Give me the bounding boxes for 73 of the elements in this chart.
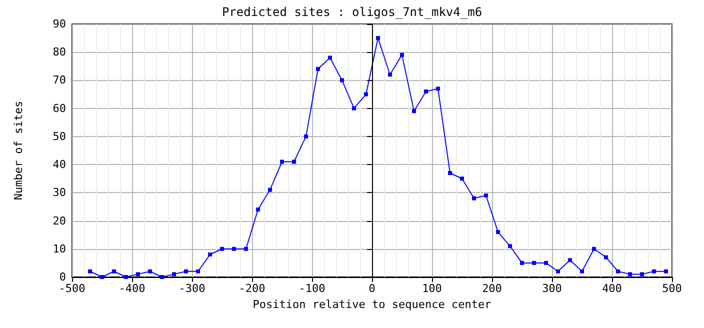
point: [112, 269, 116, 274]
y-tick-label: 40: [52, 158, 66, 172]
point: [280, 160, 284, 164]
y-tick-label: 10: [52, 242, 66, 256]
point: [316, 66, 320, 71]
point: [496, 230, 500, 234]
x-tick-label: -400: [118, 282, 146, 295]
y-tick-label: 30: [52, 186, 66, 200]
point: [640, 272, 644, 276]
point: [160, 275, 164, 279]
point: [508, 244, 512, 248]
point: [556, 269, 560, 274]
point: [136, 272, 140, 276]
point: [172, 272, 176, 276]
point: [424, 89, 428, 94]
point: [412, 109, 416, 114]
x-tick-label: -100: [298, 282, 326, 295]
point: [616, 269, 620, 274]
x-tick-label: -500: [58, 282, 86, 295]
point: [328, 56, 332, 60]
y-tick-label: 90: [52, 18, 66, 30]
point: [292, 160, 296, 164]
point: [376, 36, 380, 40]
y-tick-label: 60: [52, 102, 66, 115]
point: [604, 255, 608, 260]
point: [220, 246, 224, 251]
point: [448, 170, 452, 175]
point: [484, 193, 488, 198]
point: [100, 275, 104, 279]
point: [568, 258, 572, 262]
x-tick-label: 0: [368, 282, 376, 295]
x-axis-title: Position relative to sequence center: [252, 298, 492, 311]
point: [532, 260, 536, 265]
x-tick-label: -200: [238, 282, 266, 295]
y-tick-label: 80: [52, 46, 66, 59]
point: [436, 86, 440, 91]
point: [664, 269, 668, 274]
x-tick-label: 100: [422, 282, 442, 295]
point: [88, 269, 92, 274]
x-tick-label: 500: [662, 282, 682, 295]
point: [196, 269, 200, 274]
point: [652, 269, 656, 274]
point: [148, 269, 152, 274]
point: [544, 260, 548, 265]
point: [520, 260, 524, 265]
point: [388, 72, 392, 77]
point: [232, 246, 236, 251]
x-tick-label: 300: [542, 282, 562, 295]
point: [244, 246, 248, 251]
point: [304, 134, 308, 138]
x-tick-label: 400: [602, 282, 622, 295]
x-tick-label: -300: [178, 282, 206, 295]
point: [460, 176, 464, 181]
point: [124, 275, 128, 279]
point: [472, 196, 476, 200]
point: [592, 246, 596, 251]
point: [268, 188, 272, 192]
chart-title: Predicted sites : oligos_7nt_mkv4_m6: [222, 5, 482, 19]
point: [256, 208, 260, 212]
point: [352, 106, 356, 110]
y-tick-label: 70: [52, 74, 66, 87]
point: [184, 269, 188, 274]
point: [628, 272, 632, 276]
y-tick-label: 0: [59, 270, 66, 284]
point: [208, 252, 212, 257]
point: [580, 269, 584, 274]
x-tick-label: 200: [482, 282, 502, 295]
y-axis-title: Number of sites: [12, 100, 25, 200]
y-tick-label: 50: [52, 130, 66, 143]
point: [400, 52, 404, 57]
y-tick-label: 20: [52, 214, 66, 228]
point: [364, 92, 368, 96]
point: [340, 78, 344, 82]
